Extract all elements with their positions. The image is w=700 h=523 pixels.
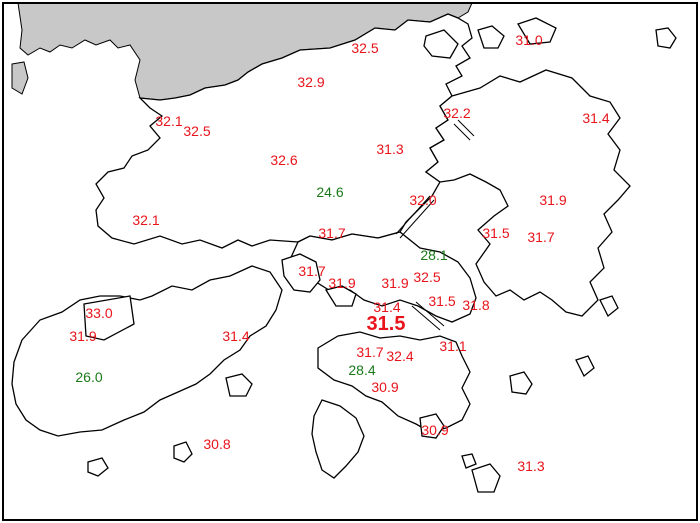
lantau-island-coast: [11, 265, 283, 437]
temperature-label: 30.8: [203, 436, 231, 452]
temperature-label: 31.7: [527, 229, 555, 245]
temperature-label: 31.4: [222, 328, 250, 344]
mainland-area: [11, 61, 29, 95]
small-island: [471, 463, 501, 493]
temperature-label: 32.0: [409, 192, 437, 208]
small-island: [419, 413, 445, 439]
small-island: [281, 253, 321, 293]
temperature-label: 31.9: [69, 328, 97, 344]
hong-kong-island-coast: [317, 331, 471, 433]
highlighted-temperature-label: 31.5: [366, 313, 406, 335]
temperature-label: 32.5: [183, 123, 211, 139]
temperature-label: 31.3: [517, 458, 545, 474]
small-island: [324, 285, 357, 307]
temperature-label: 32.5: [351, 40, 379, 56]
temperature-label: 30.9: [371, 379, 399, 395]
temperature-label: 31.9: [328, 275, 356, 291]
temperature-label: 26.0: [75, 369, 103, 385]
small-island: [173, 441, 193, 463]
bridge-line: [411, 301, 445, 331]
temperature-label: 31.5: [428, 293, 456, 309]
small-island: [599, 295, 619, 318]
small-island: [225, 373, 253, 397]
temperature-label: 28.4: [348, 362, 376, 378]
temperature-label: 31.7: [318, 225, 346, 241]
temperature-label: 31.7: [356, 344, 384, 360]
temperature-label: 32.6: [270, 152, 298, 168]
temperature-label: 24.6: [316, 184, 344, 200]
temperature-label: 32.2: [443, 105, 471, 121]
temperature-label: 31.5: [482, 225, 510, 241]
temperature-label: 32.9: [297, 74, 325, 90]
temperature-label: 30.9: [421, 422, 449, 438]
airport-platform: [83, 295, 135, 341]
temperature-label: 33.0: [85, 305, 113, 321]
small-island: [655, 27, 677, 49]
small-island: [461, 453, 477, 469]
temperature-label: 31.9: [381, 275, 409, 291]
temperature-label: 31.4: [582, 110, 610, 126]
temperature-label: 32.1: [132, 212, 160, 228]
temperature-label: 31.8: [462, 297, 490, 313]
small-island: [423, 29, 459, 59]
temperature-label: 28.1: [420, 247, 448, 263]
temperature-label: 32.5: [413, 269, 441, 285]
bridge-line: [395, 195, 435, 239]
lamma-island-coast: [311, 399, 365, 479]
temperature-label: 31.7: [298, 263, 326, 279]
temperature-label: 31.0: [515, 32, 543, 48]
bridge-line: [453, 119, 475, 141]
small-island: [509, 371, 533, 395]
small-island: [87, 457, 109, 477]
temperature-label: 31.1: [439, 338, 467, 354]
temperature-label: 32.4: [386, 348, 414, 364]
small-island: [575, 355, 595, 378]
temperature-label: 31.4: [373, 299, 401, 315]
small-island: [517, 17, 557, 45]
temperature-label: 32.1: [155, 113, 183, 129]
temperature-label: 31.9: [539, 192, 567, 208]
sai-kung-coast: [424, 69, 631, 317]
small-island: [477, 25, 505, 49]
temperature-label: 31.3: [376, 141, 404, 157]
